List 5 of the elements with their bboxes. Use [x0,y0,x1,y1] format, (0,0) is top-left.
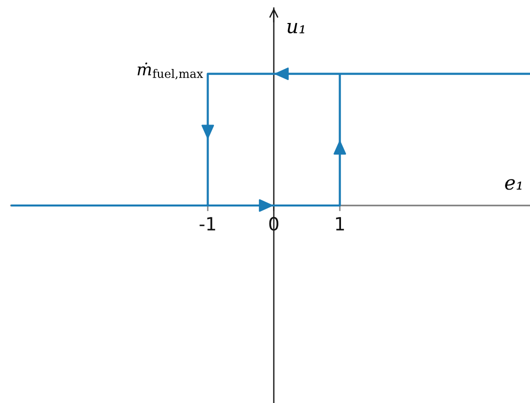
annotation: ṁ$_{fuel,max}$ [138,62,204,80]
x-tick-label: -1 [200,217,216,230]
y-axis-title: u₁ [287,23,304,34]
x-axis-title: e₁ [505,179,522,190]
x-tick-label: 1 [336,217,344,230]
